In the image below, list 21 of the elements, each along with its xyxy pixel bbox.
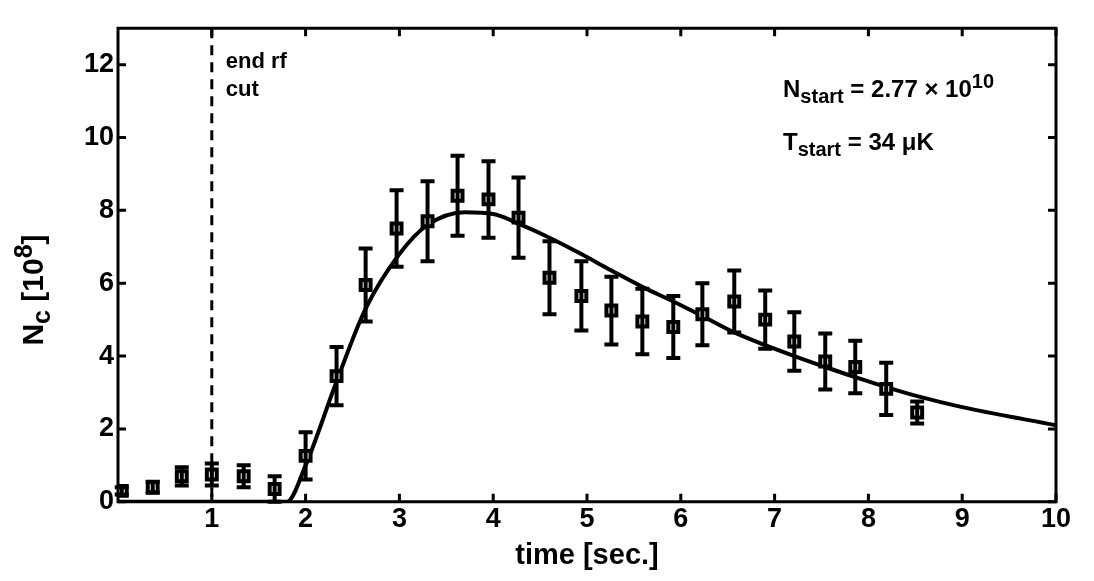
y-tick-label: 4	[98, 339, 114, 370]
x-tick-label: 4	[485, 503, 501, 534]
x-tick-label: 8	[860, 503, 876, 534]
x-tick-label: 9	[954, 503, 970, 534]
y-tick-label: 0	[98, 485, 114, 516]
y-tick-label: 2	[98, 412, 114, 443]
x-tick-label: 5	[579, 503, 595, 534]
x-tick-label: 3	[391, 503, 407, 534]
y-tick-label: 12	[83, 48, 114, 79]
x-tick-label: 7	[767, 503, 783, 534]
annotation: N$_{start}$ = 2.77 × 10$^{10}$	[783, 69, 995, 109]
x-tick-label: 1	[204, 503, 220, 534]
y-tick-label: 8	[98, 193, 114, 224]
y-tick-label: 6	[98, 266, 114, 297]
x-tick-label: 2	[298, 503, 314, 534]
y-tick-label: 10	[83, 120, 114, 151]
x-tick-label: 6	[673, 503, 689, 534]
x-axis-title: time [sec.]	[515, 537, 659, 570]
x-tick-label: 10	[1040, 503, 1072, 534]
ref-line-label: end rf cut	[225, 48, 288, 102]
annotation: T$_{start}$ = 34 μK	[783, 126, 935, 162]
